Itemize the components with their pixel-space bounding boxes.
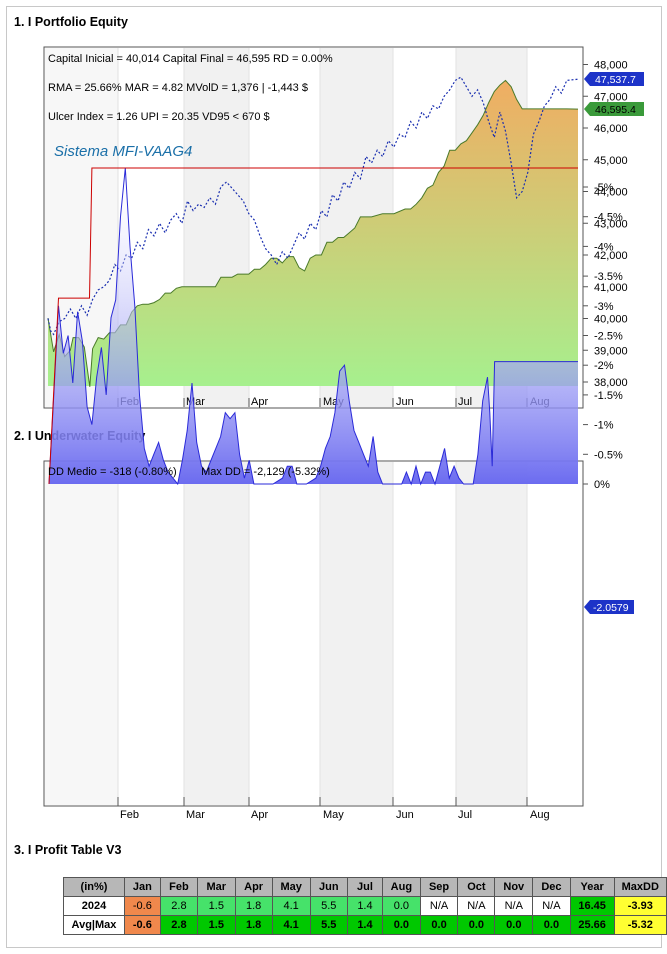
profit-table-header-cell: Sep: [419, 877, 459, 897]
equity-section-title: 1. I Portfolio Equity: [14, 15, 128, 29]
profit-table-cell: 2.8: [159, 896, 199, 916]
profit-table-cell: -3.93: [613, 896, 667, 916]
profit-table-cell: 5.5: [309, 896, 348, 916]
profit-table-header-cell: Oct: [457, 877, 496, 897]
profit-table-cell: 5.5: [309, 915, 348, 935]
profit-table-cell: 0.0: [532, 915, 571, 935]
profit-table-header-cell: Dec: [532, 877, 571, 897]
profit-table-row: Avg|Max -0.6 2.8 1.5 1.8 4.1 5.5 1.4 0.0 0.0 0.0 0.…: [63, 915, 667, 935]
profit-table-cell: 0.0: [381, 915, 421, 935]
profit-table-header-cell: Nov: [494, 877, 534, 897]
profit-table-header-cell: MaxDD: [613, 877, 667, 897]
profit-table-header-cell: Jun: [309, 877, 348, 897]
profit-table-cell: 0.0: [494, 915, 534, 935]
profit-table-header-cell: Year: [569, 877, 615, 897]
profit-table-header-cell: Aug: [381, 877, 421, 897]
profit-table-row-label: Avg|Max: [63, 915, 125, 935]
profit-table-cell: 25.66: [569, 915, 615, 935]
profit-table-header-row: (in%) Jan Feb Mar Apr May Jun Jul Aug Sep Oct Nov De…: [63, 877, 667, 897]
profit-table-cell: 0.0: [419, 915, 459, 935]
profit-table-cell: -0.6: [123, 896, 161, 916]
profit-table-cell: 16.45: [569, 896, 615, 916]
profit-table-cell: -5.32: [613, 915, 667, 935]
profit-table-header-cell: (in%): [63, 877, 125, 897]
report-frame: [6, 6, 662, 948]
profit-table-cell: N/A: [419, 896, 459, 916]
profit-section-title: 3. I Profit Table V3: [14, 843, 122, 857]
profit-table-cell: -0.6: [123, 915, 161, 935]
profit-table-header-cell: Apr: [234, 877, 273, 897]
underwater-section-title: 2. I Underwater Equity: [14, 429, 146, 443]
profit-table-cell: 2.8: [159, 915, 199, 935]
profit-table-row-label: 2024: [63, 896, 125, 916]
profit-table-cell: 4.1: [271, 915, 311, 935]
profit-table-cell: 1.4: [346, 896, 383, 916]
profit-table-header-cell: Feb: [159, 877, 199, 897]
profit-table-cell: 1.8: [234, 896, 273, 916]
profit-table: (in%) Jan Feb Mar Apr May Jun Jul Aug Sep Oct Nov De…: [63, 877, 667, 935]
profit-table-cell: 1.8: [234, 915, 273, 935]
profit-table-cell: 4.1: [271, 896, 311, 916]
profit-table-header-cell: Mar: [197, 877, 236, 897]
profit-table-header-cell: May: [271, 877, 311, 897]
profit-table-header-cell: Jan: [123, 877, 161, 897]
profit-table-cell: 1.4: [346, 915, 383, 935]
profit-table-cell: 1.5: [197, 915, 236, 935]
profit-table-cell: N/A: [494, 896, 534, 916]
profit-table-cell: 0.0: [381, 896, 421, 916]
profit-table-cell: 0.0: [457, 915, 496, 935]
profit-table-cell: N/A: [457, 896, 496, 916]
profit-table-header-cell: Jul: [346, 877, 383, 897]
profit-table-row: 2024 -0.6 2.8 1.5 1.8 4.1 5.5 1.4 0.0 N/A N/A N/A N/…: [63, 896, 667, 916]
profit-table-cell: 1.5: [197, 896, 236, 916]
profit-table-cell: N/A: [532, 896, 571, 916]
